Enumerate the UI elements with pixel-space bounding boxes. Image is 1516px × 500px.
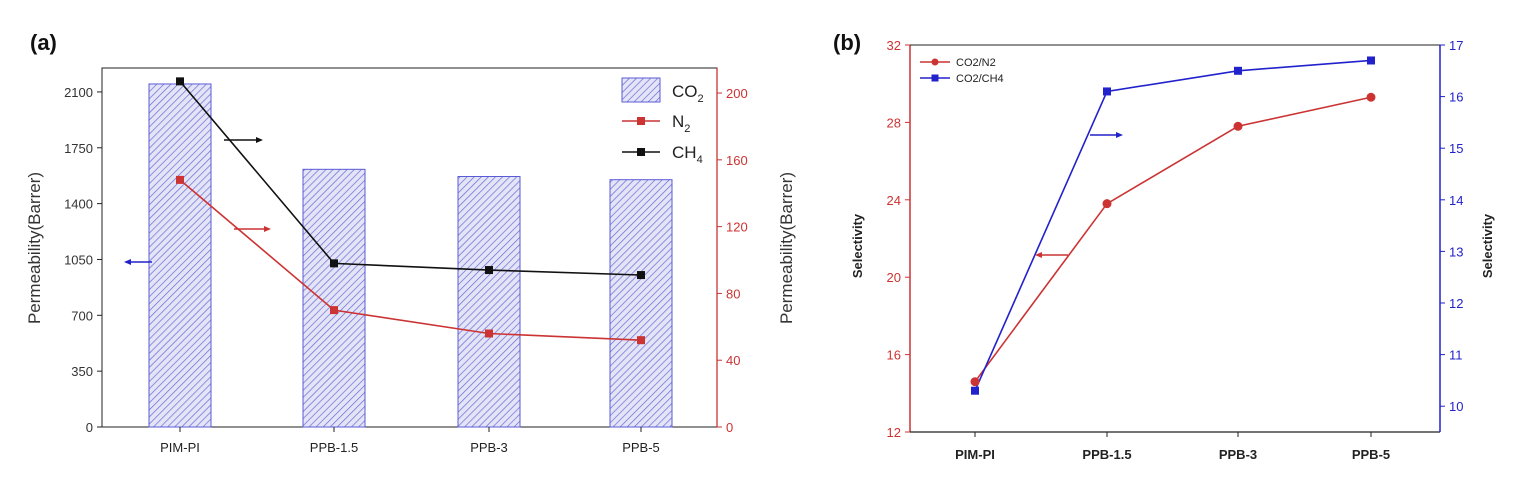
tick-label-right-b: 17 xyxy=(1449,38,1463,53)
point-n2-ppb-5 xyxy=(637,336,645,345)
tick-label-left-b: 20 xyxy=(887,270,901,285)
legend-swatch-co2 xyxy=(621,77,661,103)
category-label-a: PPB-5 xyxy=(622,440,660,455)
legend-label-ch4: CH4 xyxy=(672,143,703,166)
chart-a-left-axis-title: Permeability(Barrer) xyxy=(25,172,44,324)
chart-a: (a) 0 350 700 1050 1400 1750 2100 0 40 80 120 160 2… xyxy=(25,30,796,455)
point-co2-n2-pim-pi xyxy=(970,377,980,387)
line-co2-ch4 xyxy=(974,59,1372,392)
chart-b-legend: CO2/N2 CO2/CH4 xyxy=(920,57,1004,85)
tick-label-right-a: 160 xyxy=(726,153,748,168)
legend-marker-ch4 xyxy=(637,148,645,156)
chart-a-arrow-n2-to-right-axis xyxy=(234,226,271,232)
category-label-a: PPB-3 xyxy=(470,440,508,455)
chart-a-panel-label: (a) xyxy=(30,30,57,55)
tick-label-left-a: 1400 xyxy=(64,197,93,212)
tick-label-right-a: 120 xyxy=(726,220,748,235)
tick-label-right-b: 12 xyxy=(1449,296,1463,311)
tick-label-left-a: 1050 xyxy=(64,252,93,267)
tick-label-left-b: 12 xyxy=(887,425,901,440)
tick-label-right-b: 15 xyxy=(1449,141,1463,156)
tick-label-right-b: 11 xyxy=(1449,348,1463,363)
tick-label-left-b: 24 xyxy=(887,193,901,208)
chart-b-arrow-co2-ch4-to-right-axis xyxy=(1090,132,1123,138)
point-co2-ch4-pim-pi xyxy=(971,386,979,395)
category-label-b: PIM-PI xyxy=(955,447,995,462)
legend-label-co2-n2: CO2/N2 xyxy=(956,57,996,69)
chart-b-left-axis-title: Selectivity xyxy=(850,213,865,278)
tick-label-right-b: 16 xyxy=(1449,90,1463,105)
tick-label-left-b: 28 xyxy=(887,115,901,130)
legend-label-co2: CO2 xyxy=(672,82,704,105)
point-ch4-ppb-1.5 xyxy=(330,259,338,268)
category-label-b: PPB-1.5 xyxy=(1082,447,1131,462)
point-n2-pim-pi xyxy=(176,175,184,184)
point-n2-ppb-3 xyxy=(485,329,493,338)
chart-b-arrow-co2-n2-to-left-axis xyxy=(1035,252,1068,258)
tick-label-left-a: 700 xyxy=(71,308,93,323)
category-label-a: PPB-1.5 xyxy=(310,440,358,455)
legend-marker-co2-n2 xyxy=(931,58,939,66)
tick-label-right-b: 13 xyxy=(1449,244,1463,259)
tick-label-left-a: 350 xyxy=(71,364,93,379)
line-co2-n2 xyxy=(974,96,1372,383)
legend-marker-n2 xyxy=(637,117,645,125)
point-co2-n2-ppb-1.5 xyxy=(1102,199,1112,209)
tick-label-right-a: 40 xyxy=(726,353,740,368)
point-ch4-ppb-5 xyxy=(637,271,645,280)
tick-label-left-a: 0 xyxy=(86,420,93,435)
tick-label-right-b: 14 xyxy=(1449,193,1463,208)
legend-label-co2-ch4: CO2/CH4 xyxy=(956,73,1004,85)
point-n2-ppb-1.5 xyxy=(330,306,338,315)
chart-a-arrow-co2-to-left-axis xyxy=(124,259,152,265)
point-co2-ch4-ppb-3 xyxy=(1234,66,1242,75)
bar-co2-ppb-1.5 xyxy=(302,168,366,428)
tick-label-left-b: 16 xyxy=(887,348,901,363)
chart-a-arrow-ch4-to-right-axis xyxy=(224,137,263,143)
chart-b-right-axis-title: Selectivity xyxy=(1480,213,1495,278)
legend-label-n2: N2 xyxy=(672,112,690,135)
point-ch4-pim-pi xyxy=(176,77,184,86)
category-label-a: PIM-PI xyxy=(160,440,200,455)
point-co2-n2-ppb-3 xyxy=(1233,121,1243,131)
tick-label-right-a: 200 xyxy=(726,86,748,101)
bar-co2-ppb-3 xyxy=(457,175,521,428)
tick-label-right-a: 80 xyxy=(726,286,740,301)
chart-a-legend: CO2 N2 CH4 xyxy=(621,77,704,166)
tick-label-right-a: 0 xyxy=(726,420,733,435)
category-label-b: PPB-3 xyxy=(1219,447,1257,462)
tick-label-left-a: 2100 xyxy=(64,85,93,100)
line-ch4 xyxy=(179,80,642,276)
chart-b: (b) 12 16 20 24 28 32 10 11 12 13 14 15 16 17 PIM-PI… xyxy=(833,30,1495,462)
chart-b-panel-label: (b) xyxy=(833,30,861,55)
point-co2-ch4-ppb-1.5 xyxy=(1103,87,1111,96)
bar-co2-ppb-5 xyxy=(609,179,673,428)
tick-label-left-b: 32 xyxy=(887,38,901,53)
point-ch4-ppb-3 xyxy=(485,266,493,275)
point-co2-n2-ppb-5 xyxy=(1366,92,1376,102)
tick-label-right-b: 10 xyxy=(1449,399,1463,414)
point-co2-ch4-ppb-5 xyxy=(1367,56,1375,65)
legend-marker-co2-ch4 xyxy=(931,74,939,82)
line-n2 xyxy=(179,179,642,341)
chart-a-right-axis-title: Permeability(Barrer) xyxy=(777,172,796,324)
bar-co2-pim-pi xyxy=(148,83,212,428)
category-label-b: PPB-5 xyxy=(1352,447,1390,462)
tick-label-left-a: 1750 xyxy=(64,141,93,156)
